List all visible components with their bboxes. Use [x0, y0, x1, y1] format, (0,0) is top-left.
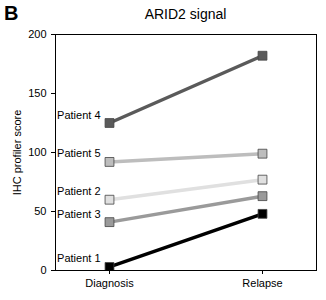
svg-text:200: 200	[28, 28, 46, 40]
svg-text:Relapse: Relapse	[242, 277, 282, 289]
svg-text:Patient 3: Patient 3	[57, 208, 100, 220]
svg-text:Patient 1: Patient 1	[57, 252, 100, 264]
html-text:ARID2 signal: ARID2 signal	[144, 6, 227, 22]
svg-text:0: 0	[40, 264, 46, 276]
svg-text:100: 100	[28, 146, 46, 158]
svg-text:Patient 2: Patient 2	[57, 185, 100, 197]
svg-text:Diagnosis: Diagnosis	[85, 277, 134, 289]
svg-text:Patient 4: Patient 4	[57, 109, 100, 121]
svg-text:IHC profiler score: IHC profiler score	[11, 110, 23, 196]
svg-text:50: 50	[34, 205, 46, 217]
svg-text:Patient 5: Patient 5	[57, 147, 100, 159]
svg-text:150: 150	[28, 87, 46, 99]
html-text:B: B	[4, 2, 19, 24]
